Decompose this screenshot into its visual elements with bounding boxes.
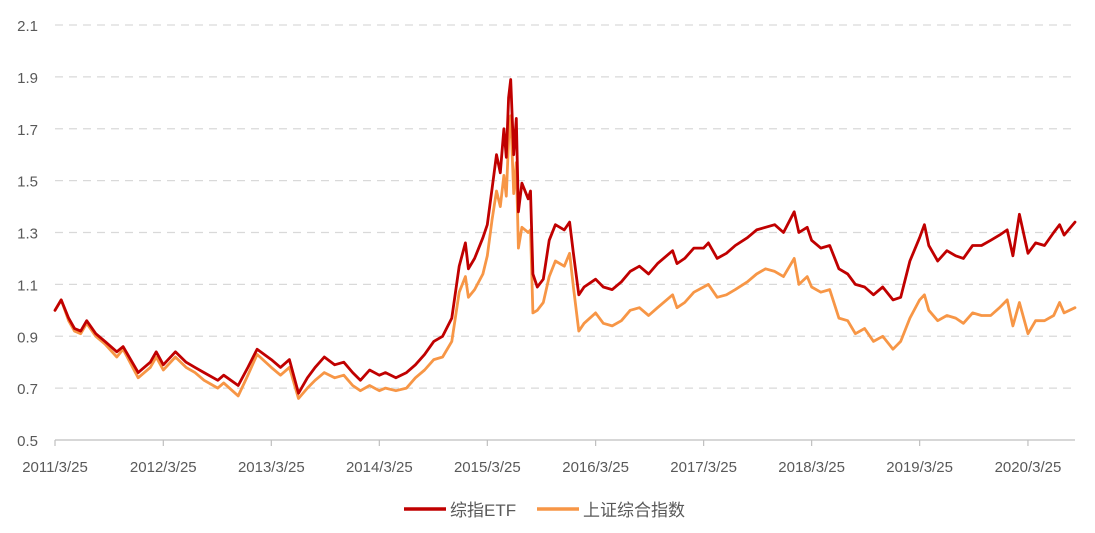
y-tick-label: 0.5 — [17, 433, 38, 450]
x-tick-label: 2015/3/25 — [454, 459, 521, 476]
gridlines — [55, 24, 1075, 389]
y-tick-label: 1.9 — [17, 70, 38, 87]
x-tick-label: 2012/3/25 — [130, 459, 197, 476]
y-tick-label: 1.3 — [17, 226, 38, 243]
x-tick-label: 2020/3/25 — [995, 459, 1062, 476]
legend-item-etf[interactable]: 综指ETF — [404, 501, 516, 520]
legend-label-index: 上证综合指数 — [583, 501, 685, 520]
x-tick-labels: 2011/3/25 2012/3/25 2013/3/25 2014/3/25 2015… — [22, 440, 1061, 476]
legend-item-index[interactable]: 上证综合指数 — [537, 501, 685, 520]
y-tick-label: 2.1 — [17, 18, 38, 35]
series-line-index — [53, 114, 1077, 400]
y-tick-label: 0.7 — [17, 381, 38, 398]
y-tick-label: 1.1 — [17, 277, 38, 294]
y-tick-labels: 0.5 0.7 0.9 1.1 1.3 1.5 1.7 1.9 2.1 — [17, 18, 38, 450]
legend: 综指ETF 上证综合指数 — [404, 501, 685, 520]
x-tick-label: 2017/3/25 — [670, 459, 737, 476]
x-tick-label: 2019/3/25 — [886, 459, 953, 476]
y-tick-label: 1.7 — [17, 122, 38, 139]
series-lines — [53, 78, 1077, 400]
y-tick-label: 0.9 — [17, 329, 38, 346]
x-tick-label: 2016/3/25 — [562, 459, 629, 476]
series-line-etf — [53, 78, 1077, 395]
x-tick-label: 2011/3/25 — [22, 459, 88, 476]
x-tick-label: 2014/3/25 — [346, 459, 413, 476]
x-tick-label: 2013/3/25 — [238, 459, 305, 476]
y-tick-label: 1.5 — [17, 174, 38, 191]
x-tick-label: 2018/3/25 — [778, 459, 845, 476]
legend-label-etf: 综指ETF — [450, 501, 516, 520]
